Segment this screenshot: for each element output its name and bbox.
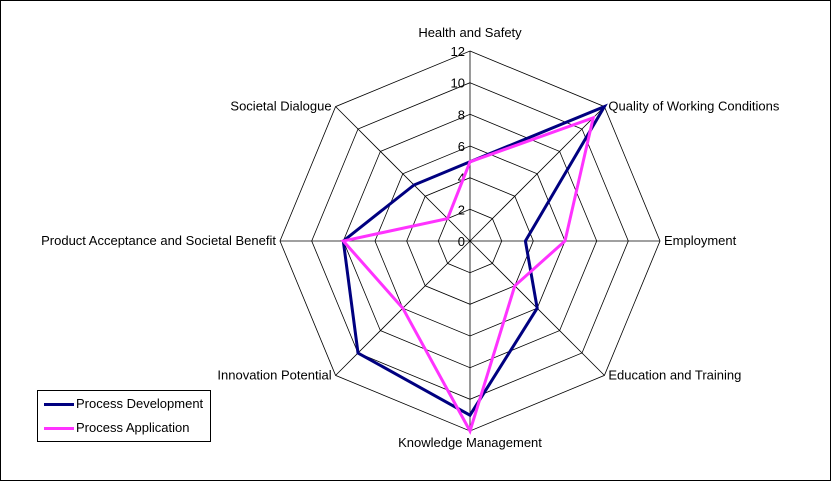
tick-label-6: 6 (458, 139, 465, 154)
spoke-societal-dialogue (335, 106, 471, 242)
legend-label-process-development: Process Development (76, 396, 204, 411)
axis-label-knowledge-management: Knowledge Management (398, 435, 542, 450)
spoke-quality-of-working-conditions (469, 106, 605, 242)
legend-swatch-process-development (44, 403, 74, 406)
axis-label-health-and-safety: Health and Safety (418, 25, 522, 40)
axis-label-employment: Employment (664, 233, 737, 248)
axis-label-education-and-training: Education and Training (608, 367, 741, 382)
tick-label-12: 12 (451, 44, 465, 59)
tick-label-4: 4 (458, 171, 465, 186)
tick-label-0: 0 (458, 234, 465, 249)
axis-label-societal-dialogue: Societal Dialogue (230, 99, 331, 114)
legend-item-process-application: Process Application (38, 417, 210, 439)
tick-label-2: 2 (458, 202, 465, 217)
series-line-process-application (340, 115, 596, 435)
radar-axis-labels: Health and Safety Quality of Working Cond… (41, 25, 780, 450)
tick-label-10: 10 (451, 76, 465, 91)
series-line-process-development (341, 103, 608, 418)
radar-series (340, 103, 608, 435)
legend: Process Development Process Application (37, 390, 211, 442)
axis-label-innovation-potential: Innovation Potential (217, 367, 331, 382)
legend-item-process-development: Process Development (38, 393, 210, 415)
radar-tick-labels: 0 2 4 6 8 10 12 (451, 44, 465, 249)
axis-label-product-acceptance-and-societal-benefit: Product Acceptance and Societal Benefit (41, 233, 276, 248)
legend-swatch-process-application (44, 427, 74, 430)
tick-label-8: 8 (458, 107, 465, 122)
legend-label-process-application: Process Application (76, 420, 190, 435)
axis-label-quality-of-working-conditions: Quality of Working Conditions (608, 99, 780, 114)
